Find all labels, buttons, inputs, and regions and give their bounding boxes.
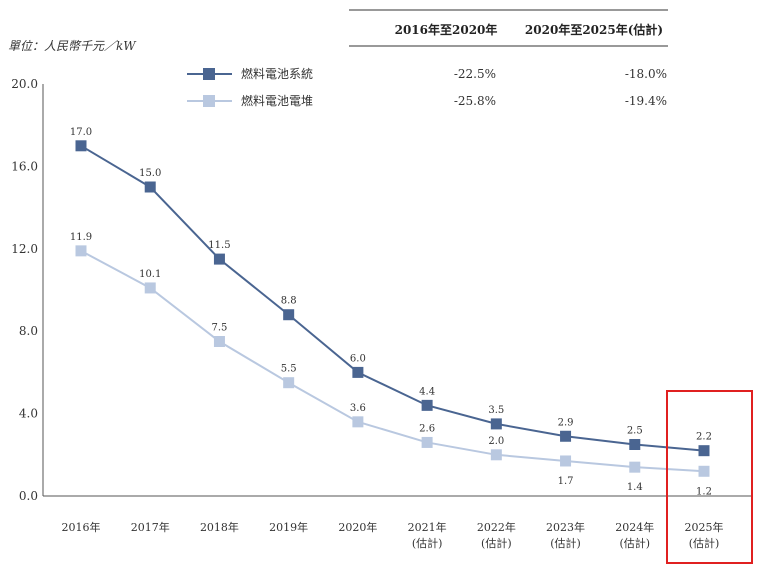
data-label: 3.6 [350,403,366,414]
legend-label: 燃料電池系統 [241,66,313,81]
data-label: 3.5 [488,405,504,416]
data-point [213,336,225,347]
data-label: 2.2 [696,432,712,443]
table-cell: -22.5% [454,67,496,81]
data-point [352,366,364,378]
x-tick-label: 2021年 [408,520,447,534]
data-label: 2.6 [419,423,435,434]
x-tick-note: (估計) [619,536,650,550]
x-tick-label: 2025年 [685,520,724,534]
x-tick-note: (估計) [550,536,581,550]
data-label: 6.0 [350,353,366,364]
legend-label: 燃料電池電堆 [241,93,313,108]
data-label: 10.1 [139,269,161,280]
x-tick-note: (估計) [412,536,443,550]
cagr-table: 2016年至2020年 2020年至2025年(估計) -22.5% -18.0% -2… [349,9,668,108]
x-axis: 2016年 2017年 2018年 2019年 2020年 2021年 (估計) 2022年 (… [43,495,752,550]
data-label: 5.5 [281,364,297,375]
data-label: 15.0 [139,168,161,179]
data-point [421,399,433,411]
data-point [213,253,225,265]
x-tick-note: (估計) [481,536,512,550]
x-tick-note: (估計) [689,536,720,550]
data-label: 2.5 [627,426,643,437]
data-label: 11.5 [208,240,230,251]
y-tick-label: 12.0 [11,242,38,256]
unit-label: 單位：人民幣千元／kW [8,39,137,53]
data-label: 1.4 [627,482,643,493]
data-point [629,439,641,450]
series-line-2 [80,249,705,473]
highlight-box-2025 [666,390,753,564]
data-point [144,181,156,193]
y-tick-label: 4.0 [19,407,38,421]
data-label: 11.9 [70,232,92,243]
data-label: 2.9 [558,417,574,428]
table-header: 2016年至2020年 [395,22,498,37]
y-tick-label: 8.0 [19,324,38,338]
data-point [283,377,295,389]
x-tick-label: 2018年 [200,520,239,534]
x-tick-label: 2016年 [62,520,101,534]
table-cell: -19.4% [625,94,667,108]
x-tick-label: 2020年 [338,520,377,534]
x-tick-label: 2022年 [477,520,516,534]
data-point [560,430,572,442]
data-point [75,140,87,152]
data-point [75,245,87,257]
y-tick-label: 0.0 [19,489,38,503]
data-label: 2.0 [488,436,504,447]
data-point [283,309,295,321]
data-label: 8.8 [281,296,297,307]
data-label: 1.2 [696,486,712,497]
x-tick-label: 2017年 [131,520,170,534]
y-tick-label: 20.0 [11,77,38,91]
x-tick-label: 2024年 [615,520,654,534]
data-label: 17.0 [70,127,92,138]
data-point [698,465,710,477]
legend-marker [203,95,215,107]
series-group: 17.0 15.0 11.5 8.8 6.0 4.4 3.5 2.9 2.5 2.2 11.9 10.… [70,127,712,497]
data-point [698,445,710,457]
table-header: 2020年至2025年(估計) [525,22,663,37]
y-tick-label: 16.0 [11,159,38,173]
data-point [144,282,156,294]
table-cell: -18.0% [625,67,667,81]
data-point [352,416,364,428]
y-axis: 0.0 4.0 8.0 12.0 16.0 20.0 [11,77,44,503]
x-tick-label: 2019年 [269,520,308,534]
data-point [490,418,502,430]
series-line-1 [80,144,705,452]
data-label: 4.4 [419,386,435,397]
data-label: 1.7 [558,476,574,487]
data-point [421,436,433,448]
data-point [629,461,641,473]
x-tick-label: 2023年 [546,520,585,534]
legend-marker [203,68,215,80]
data-label: 7.5 [211,323,227,334]
data-point [560,455,572,467]
table-cell: -25.8% [454,94,496,108]
data-point [490,449,502,461]
